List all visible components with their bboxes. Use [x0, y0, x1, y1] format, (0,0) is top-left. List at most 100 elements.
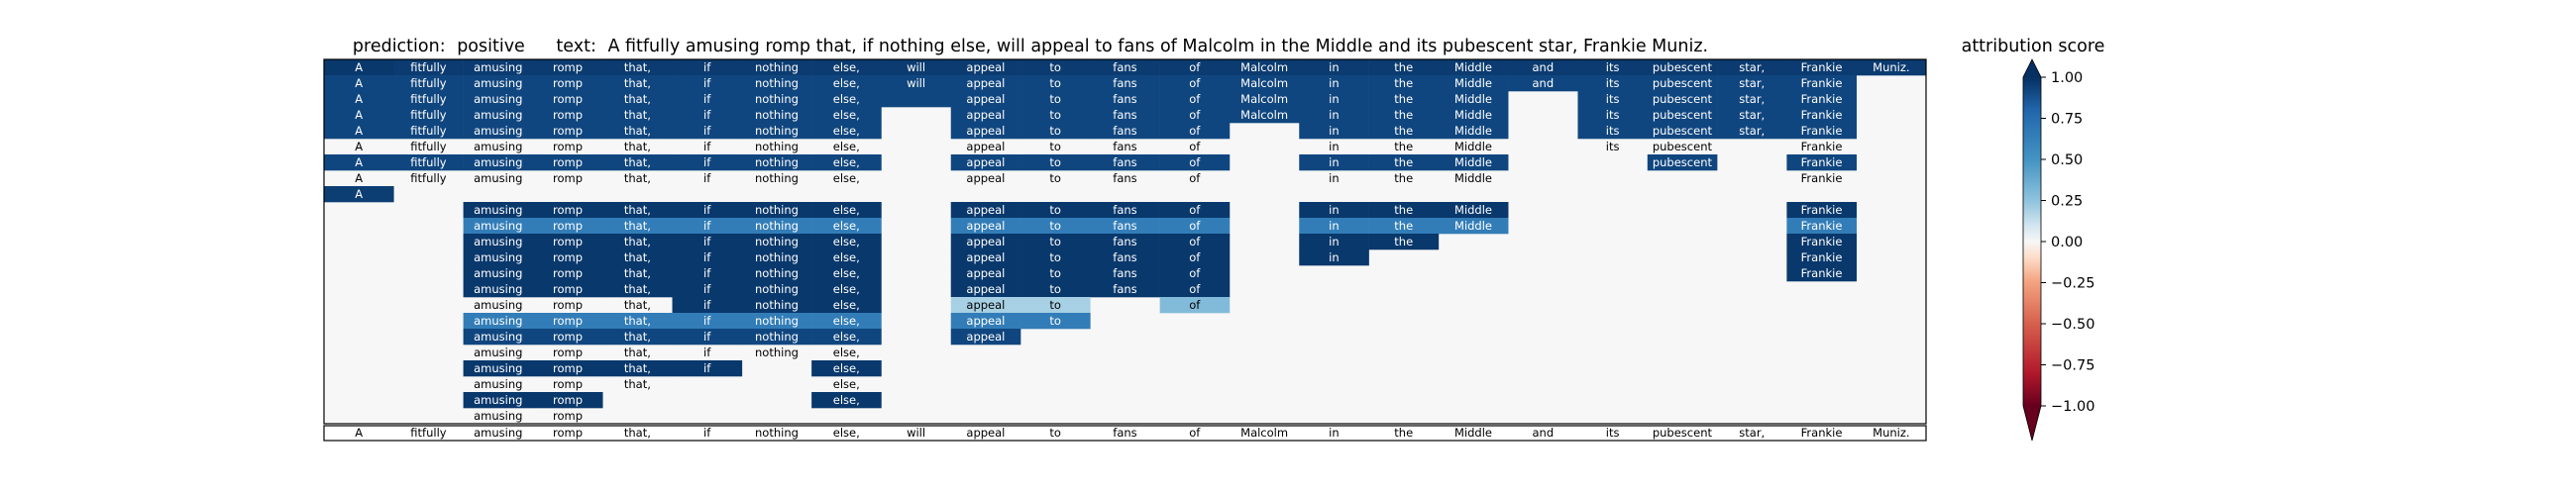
cell-token-label: if: [703, 76, 711, 90]
bottom-token-label: A: [355, 426, 363, 440]
cell-token-label: romp: [553, 108, 583, 122]
heatmap-cell: [324, 186, 394, 203]
cell-token-label: fans: [1113, 266, 1136, 280]
cell-token-label: fitfully: [410, 108, 446, 122]
heatmap-cell: [1229, 91, 1300, 108]
cell-token-label: fans: [1113, 235, 1136, 248]
cell-token-label: pubescent: [1653, 76, 1713, 90]
cell-token-label: the: [1394, 60, 1413, 74]
heatmap-cell: [1090, 91, 1160, 108]
heatmap-cell: [1159, 75, 1231, 92]
cell-token-label: if: [703, 203, 711, 217]
heatmap-cell: [811, 265, 882, 282]
heatmap-cell: [1159, 265, 1231, 282]
cell-token-label: appeal: [966, 219, 1005, 233]
heatmap-cell: [1159, 202, 1231, 219]
cell-token-label: amusing: [474, 314, 522, 328]
heatmap-cell: [1438, 107, 1509, 124]
cell-token-label: else,: [833, 377, 860, 391]
cell-token-label: nothing: [755, 108, 799, 122]
cell-token-label: to: [1049, 235, 1061, 248]
cell-token-label: else,: [833, 155, 860, 169]
cell-token-label: to: [1049, 266, 1061, 280]
cell-token-label: Frankie: [1801, 266, 1843, 280]
cell-token-label: that,: [624, 346, 651, 359]
cell-token-label: that,: [624, 330, 651, 344]
cell-token-label: appeal: [966, 203, 1005, 217]
cell-token-label: romp: [553, 155, 583, 169]
heatmap-cell: [741, 107, 812, 124]
cell-token-label: if: [703, 92, 711, 106]
heatmap-cell: [1577, 59, 1649, 76]
heatmap-cell: [1090, 154, 1160, 171]
cell-token-label: of: [1189, 140, 1201, 153]
cell-token-label: pubescent: [1653, 60, 1713, 74]
heatmap-cell: [672, 313, 743, 330]
cell-token-label: the: [1394, 140, 1413, 153]
cell-token-label: to: [1049, 92, 1061, 106]
bottom-token-label: in: [1329, 426, 1339, 440]
cell-token-label: if: [703, 171, 711, 185]
heatmap-cell: [602, 91, 673, 108]
heatmap-cell: [811, 75, 882, 92]
cell-token-label: will: [907, 60, 925, 74]
cell-token-label: that,: [624, 76, 651, 90]
heatmap-cell: [1647, 154, 1718, 171]
bottom-token-label: else,: [833, 426, 860, 440]
heatmap-cell: [1020, 123, 1091, 140]
cell-token-label: nothing: [755, 346, 799, 359]
cell-token-label: of: [1189, 76, 1201, 90]
heatmap-cell: [1020, 154, 1091, 171]
heatmap-cell: [1090, 59, 1160, 76]
heatmap-cell: [672, 123, 743, 140]
cell-token-label: amusing: [474, 60, 522, 74]
bottom-token-label: Middle: [1454, 426, 1492, 440]
cell-token-label: the: [1394, 92, 1413, 106]
cell-token-label: Malcolm: [1240, 60, 1288, 74]
cell-token-label: the: [1394, 235, 1413, 248]
cell-token-label: of: [1189, 171, 1201, 185]
heatmap-cell: [811, 392, 882, 409]
cell-token-label: else,: [833, 108, 860, 122]
cell-token-label: appeal: [966, 124, 1005, 138]
heatmap-cell: [1020, 91, 1091, 108]
heatmap-cell: [463, 123, 534, 140]
cell-token-label: of: [1189, 282, 1201, 296]
cell-token-label: in: [1329, 171, 1339, 185]
cell-token-label: appeal: [966, 330, 1005, 344]
heatmap-cell: [1090, 123, 1160, 140]
cell-token-label: Frankie: [1801, 235, 1843, 248]
cell-token-label: its: [1606, 76, 1620, 90]
cell-token-label: amusing: [474, 346, 522, 359]
cell-token-label: in: [1329, 235, 1339, 248]
heatmap-cell: [1090, 265, 1160, 282]
cell-token-label: romp: [553, 219, 583, 233]
heatmap-cell: [1229, 107, 1300, 124]
heatmap-cell: [1577, 91, 1649, 108]
cell-token-label: to: [1049, 76, 1061, 90]
cell-token-label: of: [1189, 124, 1201, 138]
cell-token-label: else,: [833, 171, 860, 185]
cell-token-label: romp: [553, 409, 583, 423]
heatmap-cell: [1299, 107, 1369, 124]
cell-token-label: else,: [833, 219, 860, 233]
cell-token-label: nothing: [755, 76, 799, 90]
cell-token-label: else,: [833, 235, 860, 248]
heatmap-cell: [950, 313, 1021, 330]
cell-token-label: amusing: [474, 124, 522, 138]
cell-token-label: A: [355, 155, 363, 169]
cell-token-label: of: [1189, 298, 1201, 312]
cell-token-label: Muniz.: [1873, 60, 1909, 74]
heatmap-cell: [741, 297, 812, 314]
cell-token-label: to: [1049, 155, 1061, 169]
heatmap-cell: [1786, 91, 1857, 108]
heatmap-cell: [532, 265, 603, 282]
cell-token-label: Middle: [1454, 124, 1492, 138]
heatmap-cell: [602, 59, 673, 76]
heatmap-cell: [1299, 75, 1369, 92]
cell-token-label: romp: [553, 140, 583, 153]
bottom-token-label: nothing: [755, 426, 799, 440]
heatmap-cell: [811, 281, 882, 298]
cell-token-label: nothing: [755, 171, 799, 185]
